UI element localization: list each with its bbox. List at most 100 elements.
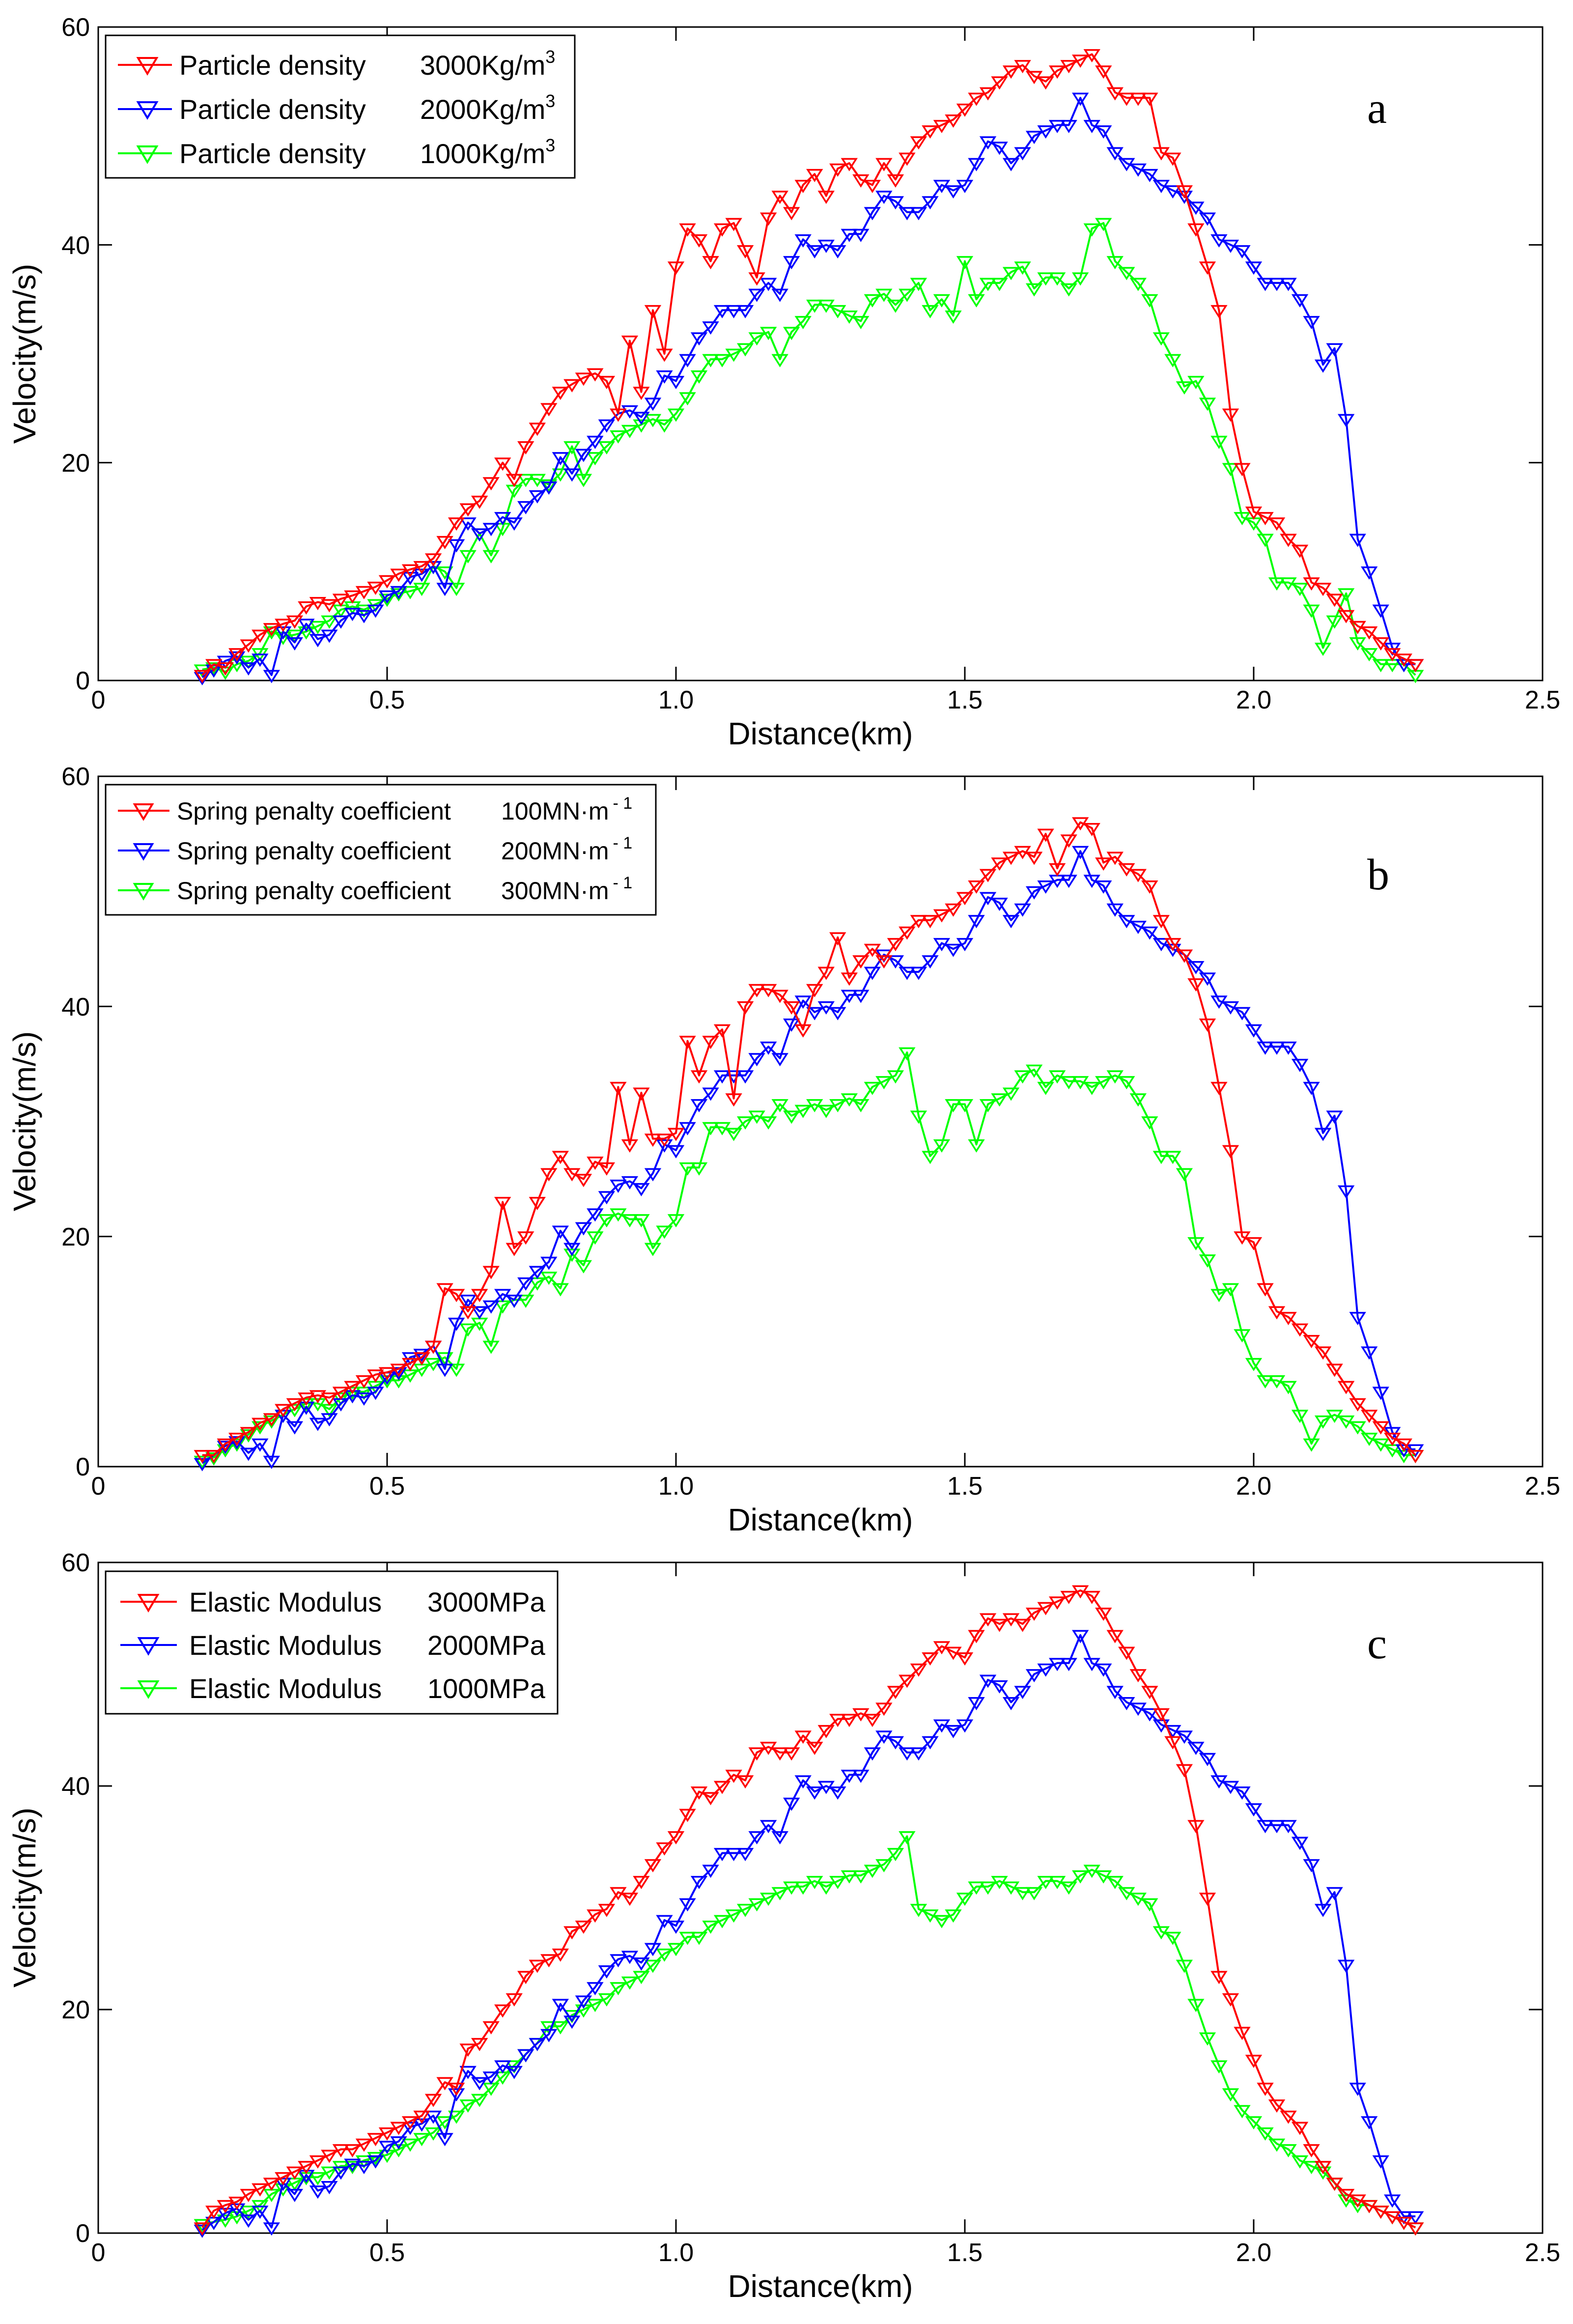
data-point	[806, 169, 823, 182]
data-point	[1268, 577, 1286, 591]
data-point	[1048, 863, 1066, 877]
panel-label-b: b	[1367, 850, 1389, 899]
data-point	[633, 419, 650, 433]
data-point	[1152, 147, 1170, 161]
data-point	[482, 1340, 500, 1354]
y-tick-label: 20	[61, 449, 90, 478]
data-point	[933, 1915, 951, 1928]
data-point	[621, 425, 639, 438]
data-point	[1129, 1093, 1147, 1107]
data-point	[367, 2152, 384, 2165]
data-point	[1314, 1903, 1332, 1917]
data-point	[841, 158, 858, 171]
data-point	[644, 1168, 662, 1182]
data-point	[633, 1875, 650, 1889]
data-point	[875, 1702, 893, 1716]
data-point	[298, 619, 315, 632]
data-point	[240, 655, 257, 669]
data-point	[401, 2138, 419, 2152]
data-point	[922, 1652, 939, 1666]
data-point	[436, 2133, 453, 2147]
legend-entry: Elastic Modulus 2000MPa	[120, 1630, 546, 1661]
data-point	[1083, 1590, 1100, 1604]
data-point	[552, 1948, 569, 1962]
data-point	[702, 1087, 719, 1101]
data-point	[598, 1214, 616, 1228]
data-point	[1245, 1803, 1263, 1817]
data-point	[1337, 1959, 1355, 1973]
data-point	[771, 1747, 788, 1761]
data-point	[413, 561, 430, 574]
y-tick-label: 60	[61, 1549, 90, 1577]
data-point	[552, 1225, 569, 1239]
data-point	[1268, 1041, 1286, 1055]
data-point	[817, 191, 835, 204]
data-point	[275, 626, 292, 640]
data-point	[1095, 857, 1112, 871]
data-point	[1199, 397, 1216, 411]
legend-value-text: 2000MPa	[427, 1630, 546, 1661]
data-point	[1048, 65, 1066, 79]
data-point	[633, 1183, 650, 1196]
data-point	[1314, 359, 1332, 373]
data-point	[598, 419, 616, 433]
data-point	[471, 2077, 488, 2091]
data-point	[587, 368, 604, 382]
x-tick-label: 1.0	[658, 1472, 694, 1501]
data-point	[1361, 1410, 1378, 1423]
data-point	[1164, 1151, 1181, 1164]
data-point	[459, 503, 477, 517]
x-tick-label: 2.0	[1236, 2239, 1271, 2267]
data-point	[736, 1116, 754, 1130]
data-point	[1210, 435, 1228, 449]
data-point	[413, 583, 430, 596]
data-point	[1118, 92, 1135, 106]
data-point	[1129, 869, 1147, 882]
data-point	[945, 1909, 962, 1923]
data-point	[922, 1736, 939, 1750]
data-point	[1083, 822, 1100, 836]
data-point	[390, 588, 407, 602]
data-point	[1361, 648, 1378, 662]
data-point	[852, 1870, 870, 1884]
data-point	[1280, 2144, 1297, 2157]
data-point	[1060, 60, 1077, 74]
y-axis-title: Velocity(m/s)	[7, 1808, 42, 1987]
data-point	[448, 2110, 465, 2124]
data-point	[1280, 278, 1297, 291]
data-point	[286, 615, 304, 629]
data-point	[1303, 1081, 1320, 1095]
data-point	[736, 1903, 754, 1917]
data-point	[263, 670, 280, 683]
data-point	[575, 474, 592, 487]
data-point	[587, 1982, 604, 1996]
data-point	[482, 2021, 500, 2035]
data-point	[829, 1786, 846, 1800]
data-point	[1337, 588, 1355, 602]
data-point	[355, 1392, 373, 1406]
data-point	[679, 354, 696, 368]
data-point	[309, 596, 327, 610]
data-point	[702, 1122, 719, 1135]
data-point	[667, 1943, 685, 1956]
data-point	[529, 1196, 546, 1210]
data-point	[725, 1769, 742, 1783]
data-point	[1014, 1618, 1031, 1632]
data-point	[1176, 1168, 1193, 1182]
data-point	[1014, 147, 1031, 161]
data-point	[1326, 1110, 1343, 1124]
data-point	[1395, 2216, 1412, 2230]
data-point	[228, 2196, 246, 2210]
y-tick-label: 20	[61, 1223, 90, 1251]
x-tick-label: 1.5	[947, 1472, 983, 1501]
legend-label: Particle density	[179, 50, 366, 81]
data-point	[702, 354, 719, 368]
data-point	[829, 1007, 846, 1020]
data-point	[933, 179, 951, 193]
data-point	[1060, 1658, 1077, 1672]
x-tick-label: 0.5	[369, 686, 405, 714]
y-tick-label: 0	[76, 1453, 90, 1481]
data-point	[1014, 1070, 1031, 1084]
data-point	[817, 1781, 835, 1794]
data-point	[1349, 1398, 1366, 1412]
